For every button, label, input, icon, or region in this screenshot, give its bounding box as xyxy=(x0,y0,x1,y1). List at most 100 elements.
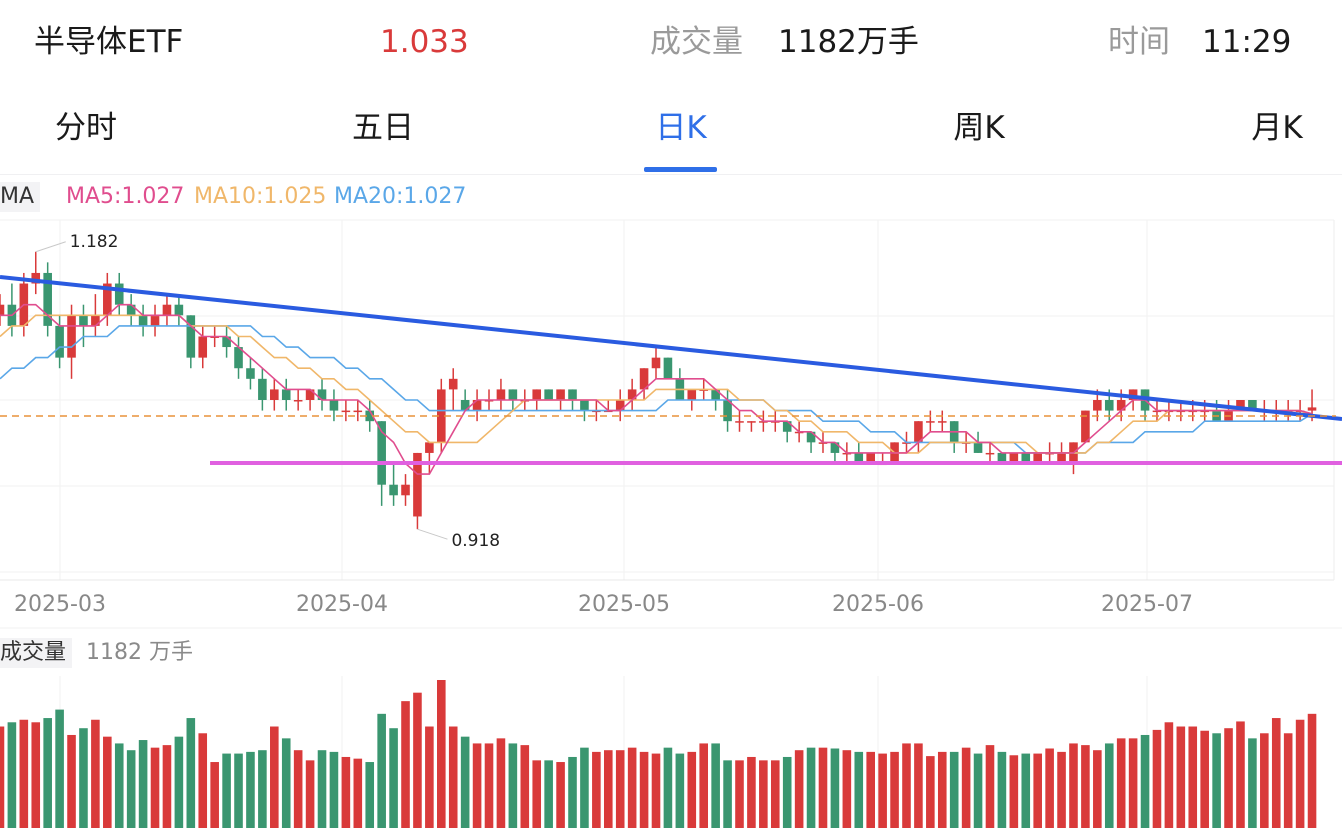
volume-bar xyxy=(1236,721,1245,828)
candle-body xyxy=(663,357,673,379)
volume-bar xyxy=(246,751,255,828)
candle-body xyxy=(615,400,625,411)
volume-bar xyxy=(484,743,494,828)
x-tick-label: 2025-03 xyxy=(14,592,106,617)
candle-body xyxy=(723,400,732,422)
volume-bar xyxy=(472,743,482,828)
ma10-line xyxy=(0,314,1313,454)
volume-bar xyxy=(687,751,697,828)
volume-bar xyxy=(1033,753,1042,828)
candle-body xyxy=(747,421,756,423)
volume-bar xyxy=(1307,713,1317,828)
volume-bar xyxy=(1116,738,1126,828)
volume-bar xyxy=(902,743,911,828)
candle-body xyxy=(687,389,697,400)
candle-body xyxy=(1021,452,1031,464)
candle-body xyxy=(914,421,923,443)
tab-daily-k[interactable]: 日K xyxy=(655,110,707,146)
volume-bar xyxy=(1152,729,1162,828)
candle-body xyxy=(425,442,434,453)
volume-bar xyxy=(281,738,291,828)
volume-bar xyxy=(1212,733,1221,828)
volume-bar xyxy=(532,760,542,828)
tab-intraday[interactable]: 分时 xyxy=(55,110,117,146)
volume-bar xyxy=(114,743,124,828)
candle-body xyxy=(329,400,339,411)
volume-bar xyxy=(365,762,375,828)
tab-five-day[interactable]: 五日 xyxy=(352,110,414,146)
time-label: 时间 xyxy=(1108,24,1170,60)
x-tick-label: 2025-07 xyxy=(1101,592,1193,617)
ma-indicator-label[interactable]: MA xyxy=(0,182,41,212)
volume-bar xyxy=(782,756,792,828)
candle-body xyxy=(258,378,267,400)
volume-indicator-label[interactable]: 成交量 xyxy=(0,638,73,668)
volume-bar xyxy=(1057,751,1066,828)
volume-bar xyxy=(997,751,1007,828)
candle-body xyxy=(305,389,315,400)
candle-body xyxy=(1033,452,1042,464)
volume-bar xyxy=(711,743,720,828)
candle-body xyxy=(651,357,661,369)
volume-bar xyxy=(770,760,780,828)
candle-body xyxy=(973,442,983,453)
volume-bar xyxy=(926,756,935,828)
volume-bar xyxy=(973,753,983,828)
candle-body xyxy=(198,336,208,358)
resistance-trendline xyxy=(0,275,1342,421)
candle-body xyxy=(413,452,422,517)
volume-bar xyxy=(293,750,303,828)
candle-body xyxy=(544,389,553,400)
volume-bar xyxy=(138,740,148,828)
candle-body xyxy=(31,272,41,284)
volume-bar xyxy=(818,747,828,828)
candle-body xyxy=(496,389,506,400)
candle-body xyxy=(67,315,76,358)
candle-body xyxy=(281,389,291,400)
volume-bar xyxy=(1093,750,1102,828)
candle-body xyxy=(782,421,792,432)
time-value: 11:29 xyxy=(1202,24,1292,60)
volume-bar xyxy=(723,760,732,828)
volume-bar xyxy=(615,750,625,828)
volume-bar xyxy=(1224,728,1233,828)
volume-bar xyxy=(270,726,279,828)
candle-body xyxy=(639,368,649,390)
candle-body xyxy=(174,304,184,316)
volume-bar xyxy=(162,745,172,828)
candle-body xyxy=(937,421,947,423)
candle-body xyxy=(508,389,518,400)
volume-bar xyxy=(437,680,446,828)
candle-body xyxy=(114,283,124,305)
volume-bar xyxy=(91,719,100,828)
volume-bar xyxy=(1021,753,1031,828)
candle-body xyxy=(1236,400,1245,411)
volume-value: 1182万手 xyxy=(778,24,919,60)
volume-bar xyxy=(651,753,661,828)
volume-bar xyxy=(1081,745,1090,828)
x-tick-label: 2025-05 xyxy=(578,592,670,617)
volume-bar xyxy=(592,751,601,828)
candle-body xyxy=(55,325,64,358)
volume-bar xyxy=(508,743,518,828)
tab-weekly-k[interactable]: 周K xyxy=(953,110,1005,146)
candle-body xyxy=(830,442,840,453)
volume-bar xyxy=(460,736,470,828)
volume-bar xyxy=(878,753,887,828)
moving-average-lines xyxy=(0,303,1313,475)
volume-label: 成交量 xyxy=(650,24,743,60)
volume-bar xyxy=(1104,743,1114,828)
volume-bar xyxy=(413,692,422,828)
volume-bar xyxy=(830,748,840,828)
volume-bars xyxy=(0,680,1317,828)
tab-monthly-k[interactable]: 月K xyxy=(1251,110,1303,146)
security-name: 半导体ETF xyxy=(34,24,184,60)
candle-body xyxy=(532,389,542,400)
candle-body xyxy=(556,389,565,400)
volume-bar xyxy=(603,750,613,828)
volume-bar xyxy=(854,751,864,828)
candle-body xyxy=(1128,389,1138,400)
candle-body xyxy=(985,452,995,455)
volume-bar xyxy=(890,751,899,828)
